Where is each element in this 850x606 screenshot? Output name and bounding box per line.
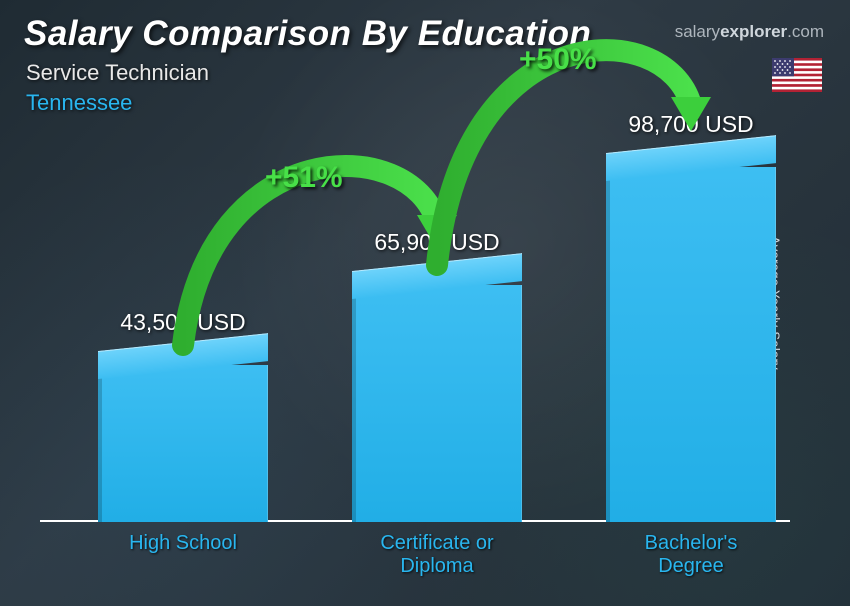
bar-chart: 43,500 USD High School 65,900 USD Certif…	[40, 120, 790, 578]
infographic-canvas: { "header": { "title": "Salary Compariso…	[0, 0, 850, 606]
bar-label: Certificate or Diploma	[352, 532, 522, 578]
job-title: Service Technician	[26, 60, 209, 86]
location-label: Tennessee	[26, 90, 132, 116]
brand-suffix: .com	[787, 22, 824, 41]
increase-badge: +50%	[519, 43, 597, 77]
increase-badge: +51%	[265, 161, 343, 195]
flag-icon	[772, 58, 822, 92]
bar-label: Bachelor's Degree	[606, 532, 776, 578]
bar-label: High School	[98, 532, 268, 555]
